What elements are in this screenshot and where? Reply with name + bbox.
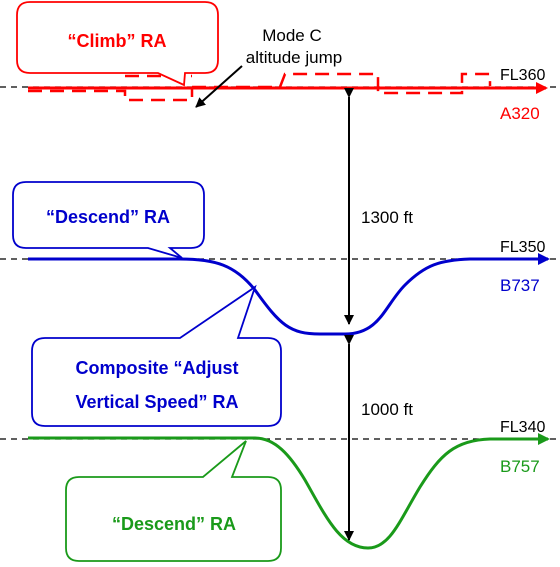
mode-c-annotation-arrow	[195, 65, 243, 108]
descend-ra-green-callout	[65, 440, 282, 562]
climb-ra-label: “Climb” RA	[68, 31, 167, 51]
b737-label: B737	[500, 276, 540, 295]
a320-mode-c-dashes	[28, 72, 492, 102]
climb-ra-callout	[16, 1, 219, 87]
separation-label-upper: 1300 ft	[361, 208, 413, 227]
b757-trajectory	[28, 433, 550, 550]
composite-ra-label-line2: Vertical Speed” RA	[75, 392, 238, 412]
mode-c-annotation-line1: Mode C	[262, 26, 322, 45]
a320-label: A320	[500, 104, 540, 123]
separation-label-lower: 1000 ft	[361, 400, 413, 419]
descend-ra-blue-label: “Descend” RA	[46, 207, 170, 227]
fl360-label: FL360	[500, 67, 545, 84]
fl340-label: FL340	[500, 419, 545, 436]
descend-ra-green-label: “Descend” RA	[112, 514, 236, 534]
composite-ra-label-line1: Composite “Adjust	[75, 358, 238, 378]
composite-ra-callout	[31, 284, 282, 427]
mode-c-annotation-line2: altitude jump	[246, 48, 342, 67]
b757-label: B757	[500, 457, 540, 476]
fl350-label: FL350	[500, 239, 545, 256]
descend-ra-blue-callout	[12, 181, 205, 259]
b737-trajectory	[28, 253, 550, 336]
